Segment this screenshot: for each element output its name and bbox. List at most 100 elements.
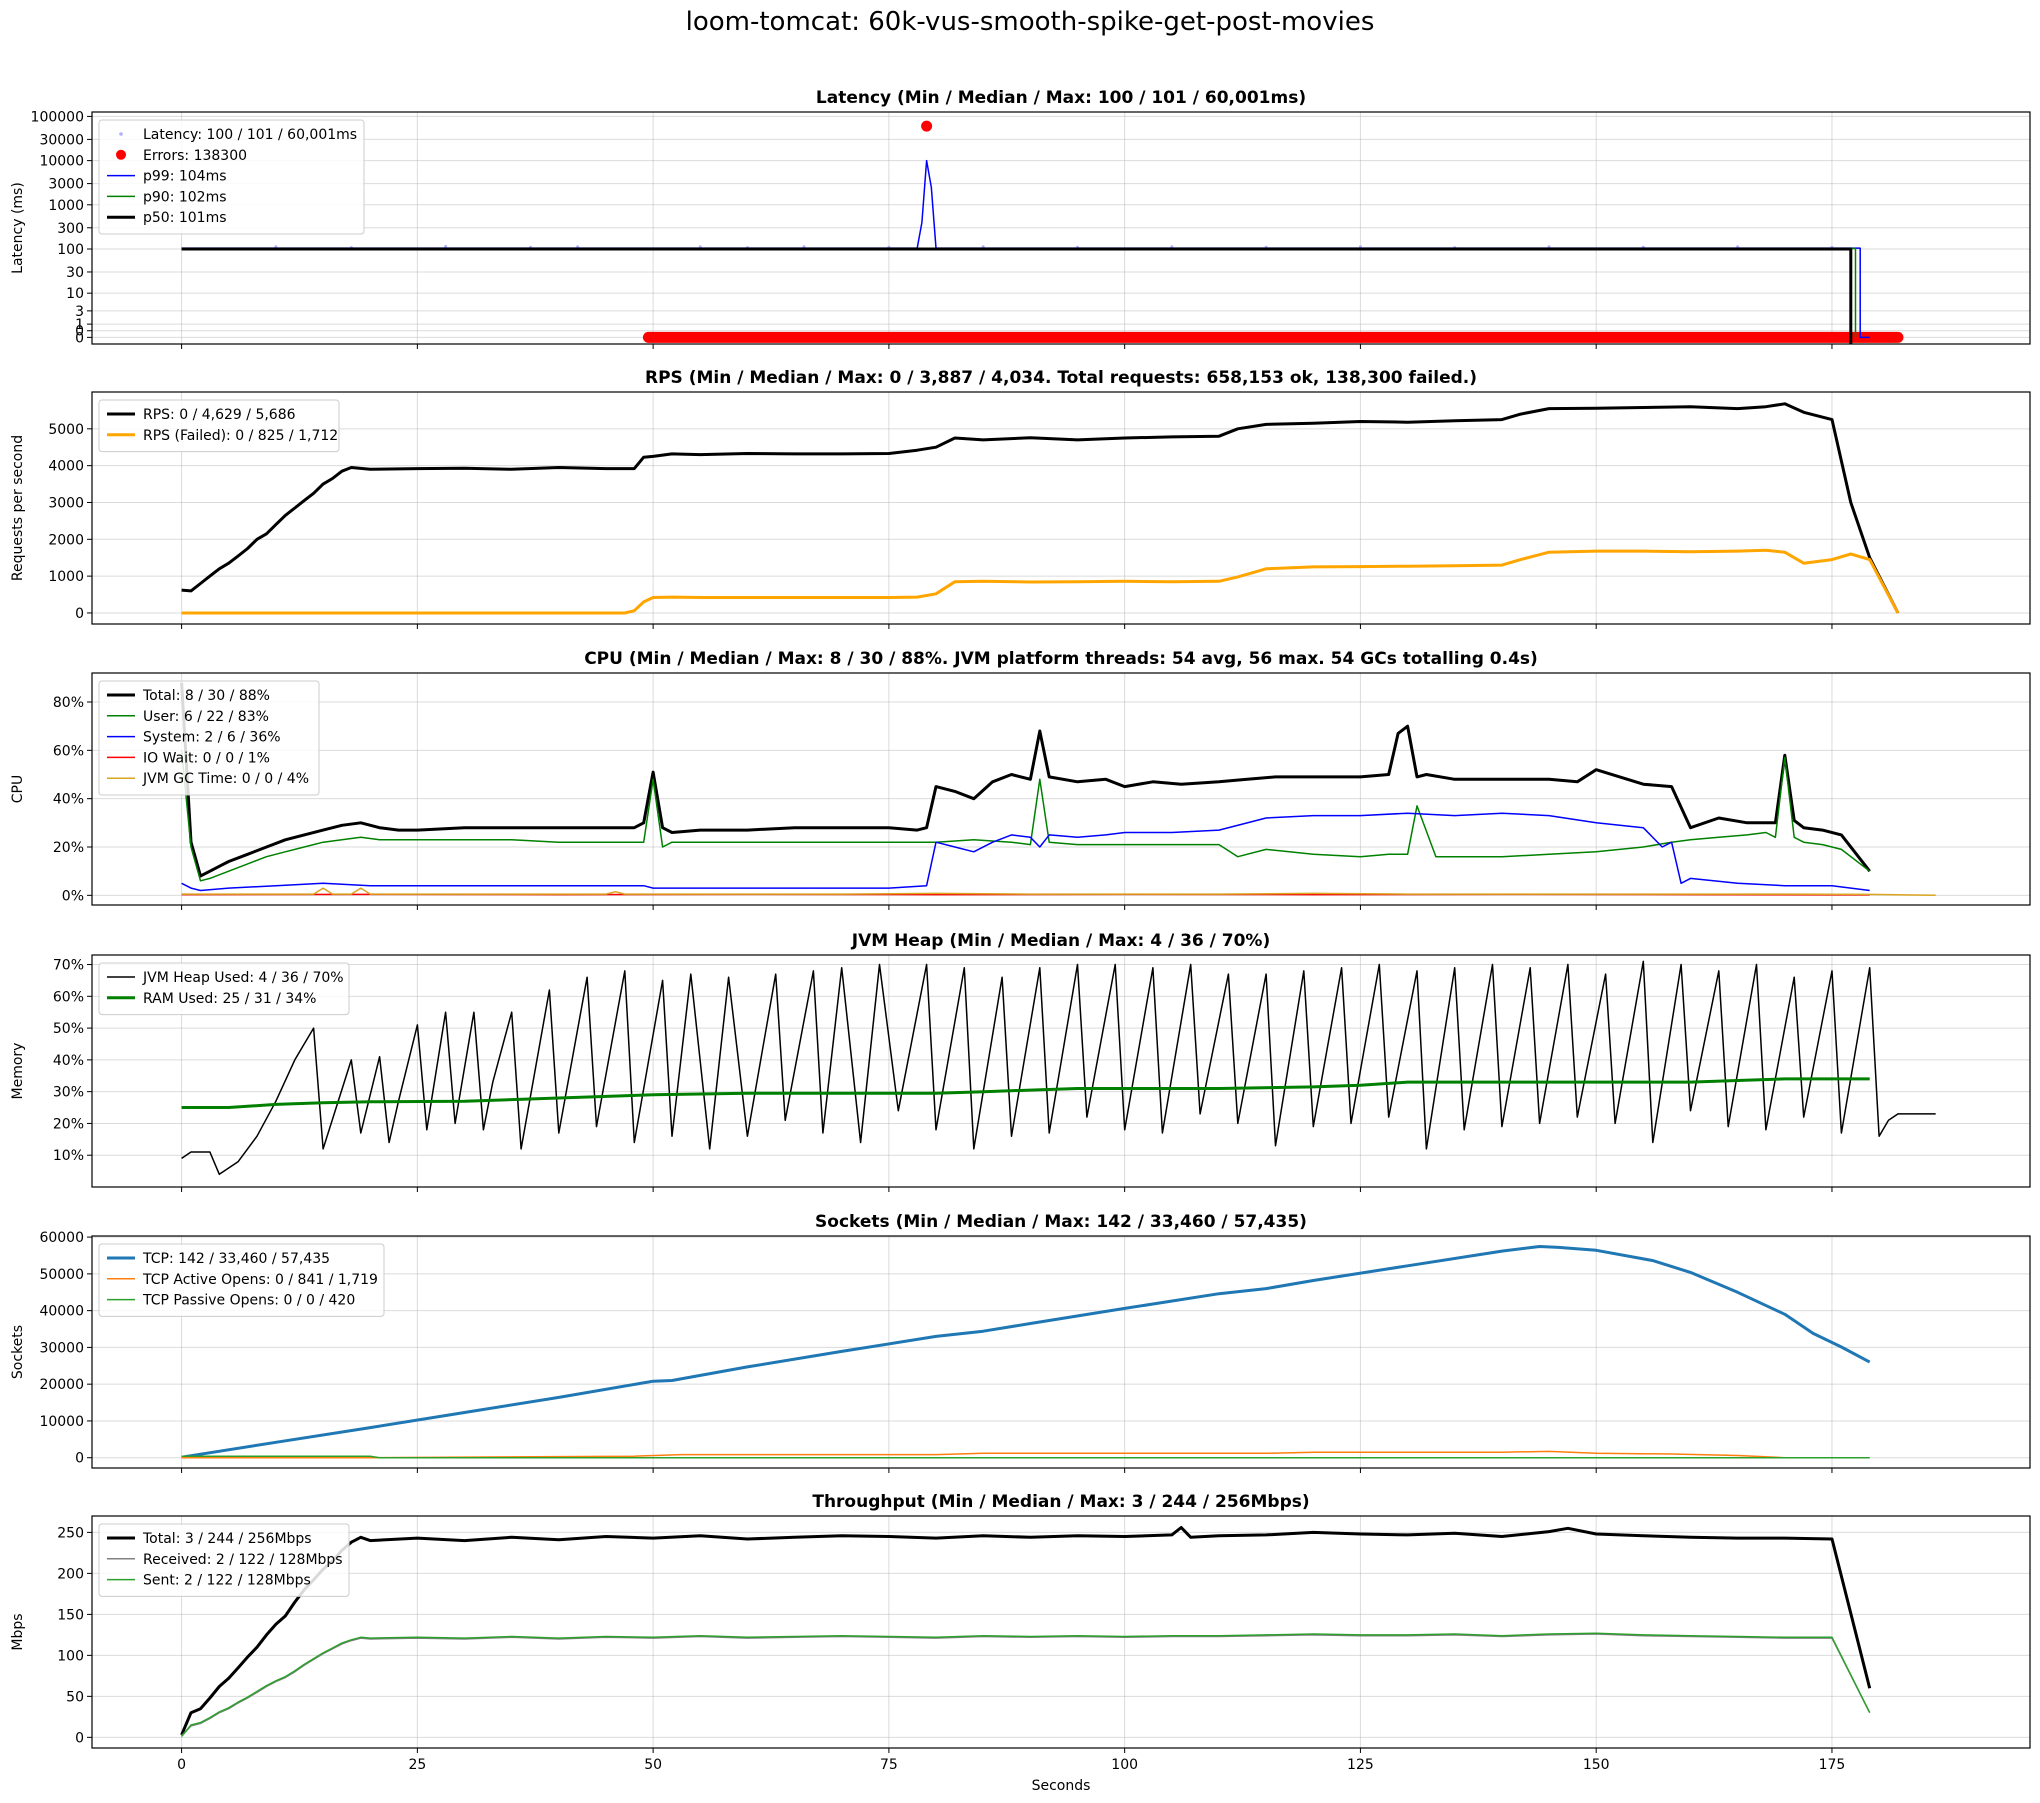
latency-series-p99 [181, 159, 1870, 339]
legend-label: System: 2 / 6 / 36% [143, 730, 281, 746]
legend-item: p99: 104ms [107, 169, 227, 185]
legend-item: RAM Used: 25 / 31 / 34% [107, 991, 316, 1007]
heap-legend: JVM Heap Used: 4 / 36 / 70% RAM Used: 25 … [98, 962, 350, 1016]
cpu-panel: CPU (Min / Median / Max: 8 / 30 / 88%. J… [10, 649, 2031, 910]
y-tick-label: 150 [57, 1607, 84, 1623]
legend-item: Latency: 100 / 101 / 60,001ms [119, 127, 357, 143]
x-tick-label: 100 [1111, 1757, 1138, 1773]
rps-plot-area [181, 402, 1900, 615]
sockets-axes-frame [91, 1235, 2031, 1469]
throughput-panel: Throughput (Min / Median / Max: 3 / 244 … [10, 1492, 2031, 1794]
y-tick-label: 30 [66, 265, 84, 281]
legend-label: Sent: 2 / 122 / 128Mbps [143, 1573, 311, 1589]
rps-ylabel: Requests per second [10, 435, 26, 581]
throughput-ylabel: Mbps [10, 1613, 26, 1650]
legend-item: p50: 101ms [107, 210, 227, 226]
legend-item: RPS: 0 / 4,629 / 5,686 [107, 407, 296, 423]
latency-ylabel: Latency (ms) [10, 182, 26, 274]
legend-item: JVM GC Time: 0 / 0 / 4% [107, 771, 309, 787]
sockets-series-tcp-passive-opens [181, 1455, 1870, 1459]
error-spike-point [921, 120, 933, 132]
legend-label: TCP Passive Opens: 0 / 0 / 420 [142, 1293, 355, 1309]
legend-item: p90: 102ms [107, 189, 227, 205]
y-tick-label: 0% [62, 888, 84, 904]
legend-item: IO Wait: 0 / 0 / 1% [107, 750, 270, 766]
rps-panel: RPS (Min / Median / Max: 0 / 3,887 / 4,0… [10, 368, 2031, 629]
legend-item: TCP Active Opens: 0 / 841 / 1,719 [107, 1272, 378, 1288]
y-tick-label: 30000 [39, 1340, 84, 1356]
x-tick-label: 125 [1347, 1757, 1374, 1773]
y-tick-label: 200 [57, 1566, 84, 1582]
y-tick-label: 5000 [48, 422, 84, 438]
latency-title: Latency (Min / Median / Max: 100 / 101 /… [816, 88, 1306, 108]
y-tick-label: 40% [53, 792, 84, 808]
throughput-series-total [180, 1526, 1872, 1736]
legend-label: p50: 101ms [143, 210, 227, 226]
heap-series-ram-used [181, 1077, 1870, 1109]
legend-item: User: 6 / 22 / 83% [107, 709, 269, 725]
y-tick-label: 50 [66, 1689, 84, 1705]
y-tick-label: 70% [53, 958, 84, 974]
y-tick-label: 80% [53, 695, 84, 711]
cpu-legend: Total: 8 / 30 / 88% User: 6 / 22 / 83% Sys… [98, 680, 320, 796]
cpu-series-jvm-gc-time [181, 887, 1936, 897]
legend-label: User: 6 / 22 / 83% [143, 709, 269, 725]
heap-series-jvm-heap-used [181, 960, 1936, 1176]
latency-plot-area [181, 120, 1904, 344]
y-tick-label: 4000 [48, 459, 84, 475]
legend-box [98, 399, 340, 453]
legend-label: Received: 2 / 122 / 128Mbps [143, 1552, 343, 1568]
latency-axes-frame [91, 111, 2031, 345]
sockets-plot-area [181, 1245, 1871, 1459]
legend-item: RPS (Failed): 0 / 825 / 1,712 [107, 428, 338, 444]
y-tick-label: 60% [53, 989, 84, 1005]
x-tick-label: 175 [1819, 1757, 1846, 1773]
legend-label: RPS (Failed): 0 / 825 / 1,712 [143, 428, 338, 444]
panels: Latency (Min / Median / Max: 100 / 101 /… [10, 88, 2031, 1794]
legend-label: p99: 104ms [143, 169, 227, 185]
latency-panel: Latency (Min / Median / Max: 100 / 101 /… [10, 88, 2031, 349]
legend-label: RPS: 0 / 4,629 / 5,686 [143, 407, 296, 423]
throughput-title: Throughput (Min / Median / Max: 3 / 244 … [812, 1492, 1309, 1512]
legend-label: Errors: 138300 [143, 148, 247, 164]
y-tick-label: 3 [75, 304, 84, 320]
sockets-ylabel: Sockets [10, 1325, 26, 1379]
y-tick-label: 2000 [48, 532, 84, 548]
legend-label: Total: 3 / 244 / 256Mbps [142, 1531, 312, 1547]
y-tick-label: 20000 [39, 1377, 84, 1393]
x-tick-label: 150 [1583, 1757, 1610, 1773]
legend-label: JVM Heap Used: 4 / 36 / 70% [142, 970, 344, 986]
cpu-series-total [180, 682, 1871, 878]
legend-label: TCP Active Opens: 0 / 841 / 1,719 [142, 1272, 378, 1288]
y-tick-label: 40% [53, 1053, 84, 1069]
rps-axes-frame [91, 391, 2031, 625]
y-tick-label: 40000 [39, 1304, 84, 1320]
y-tick-label: 100 [57, 242, 84, 258]
y-tick-label: 10000 [39, 1414, 84, 1430]
y-tick-label: 100000 [31, 109, 84, 125]
legend-item: Errors: 138300 [116, 148, 247, 164]
x-tick-label: 25 [408, 1757, 426, 1773]
legend-label: Latency: 100 / 101 / 60,001ms [143, 127, 357, 143]
throughput-legend: Total: 3 / 244 / 256Mbps Received: 2 / 12… [98, 1523, 350, 1597]
y-tick-label: 3000 [48, 495, 84, 511]
y-tick-label: 10000 [39, 154, 84, 170]
legend-swatch [116, 149, 126, 160]
y-tick-label: 30000 [39, 132, 84, 148]
rps-series-rps-failed- [181, 548, 1900, 615]
heap-panel: JVM Heap (Min / Median / Max: 4 / 36 / 7… [10, 931, 2031, 1192]
figure-title: loom-tomcat: 60k-vus-smooth-spike-get-po… [686, 7, 1375, 37]
latency-legend: Latency: 100 / 101 / 60,001ms Errors: 138… [98, 119, 365, 235]
x-tick-label: 50 [644, 1757, 662, 1773]
legend-item: System: 2 / 6 / 36% [107, 730, 281, 746]
y-tick-label: 3000 [48, 177, 84, 193]
y-tick-label: 10% [53, 1148, 84, 1164]
y-tick-label: 20% [53, 1116, 84, 1132]
latency-point [444, 244, 448, 248]
heap-ylabel: Memory [10, 1043, 26, 1100]
rps-series-rps [181, 402, 1900, 614]
y-tick-label: 1000 [48, 569, 84, 585]
legend-swatch [119, 132, 123, 136]
sockets-series-tcp [181, 1245, 1871, 1459]
